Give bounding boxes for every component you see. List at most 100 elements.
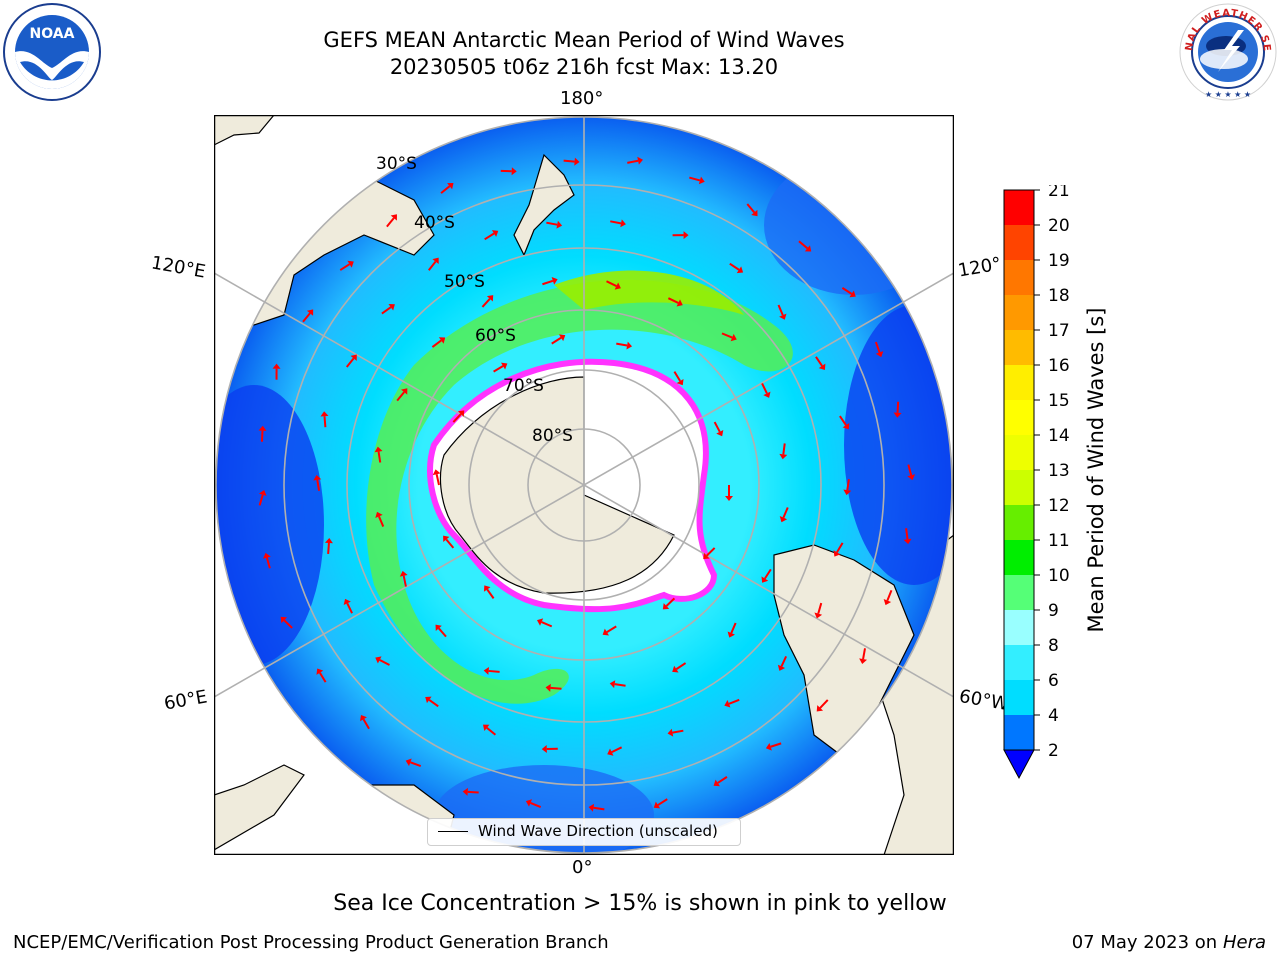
wind-wave-arrowhead <box>263 552 271 559</box>
colorbar-tick-label: 16 <box>1048 356 1070 376</box>
colorbar-under-arrow <box>1003 749 1035 780</box>
wind-wave-arrowhead <box>833 550 841 557</box>
wind-wave-arrowhead <box>388 303 395 311</box>
wind-wave-arrowhead <box>324 538 333 544</box>
colorbar-tick-label: 14 <box>1048 426 1070 446</box>
lon-label-120e: 120°E <box>149 252 208 283</box>
wind-wave-arrowhead <box>443 535 450 543</box>
wind-wave-arrowhead <box>272 363 281 369</box>
wind-wave-arrow <box>672 729 684 734</box>
wind-wave-arrowhead <box>545 683 551 692</box>
wind-wave-arrow <box>614 683 626 687</box>
colorbar-bin <box>1004 610 1034 645</box>
wind-wave-arrow <box>675 662 687 670</box>
wind-wave-arrowhead <box>614 282 621 290</box>
colorbar-bin <box>1004 715 1034 750</box>
wind-wave-arrow <box>761 383 768 394</box>
wind-wave-arrow <box>481 298 491 308</box>
noaa-logo: NOAA <box>2 2 102 102</box>
wind-wave-arrowhead <box>724 700 731 708</box>
wind-wave-arrowhead <box>482 724 490 731</box>
colorbar-svg: 2 4 6 8 9 10 11 12 13 14 15 16 17 18 19 20 21 <box>1003 181 1070 780</box>
wind-wave-arrowhead <box>574 157 580 166</box>
lat-label-40s: 40°S <box>414 213 455 233</box>
land-new-zealand <box>513 153 575 257</box>
wind-wave-arrowhead <box>893 412 902 418</box>
wind-wave-arrowhead <box>435 624 442 631</box>
wind-wave-arrow <box>593 806 605 811</box>
wind-wave-arrow <box>379 659 390 666</box>
colorbar-bin <box>1004 295 1034 330</box>
wind-wave-arrow <box>546 221 558 226</box>
wind-wave-arrow <box>402 575 407 587</box>
wind-wave-arrowhead <box>816 705 824 712</box>
wind-wave-arrow <box>445 538 455 549</box>
wind-wave-arrow <box>616 342 628 347</box>
wind-wave-arrowhead <box>843 489 852 496</box>
wind-wave-arrow <box>486 727 497 736</box>
wind-wave-arrowhead <box>703 552 710 560</box>
wind-wave-arrowhead <box>676 378 684 386</box>
wind-wave-arrow <box>729 262 740 271</box>
wind-wave-arrow <box>896 401 900 413</box>
colorbar-tick-label: 12 <box>1048 496 1070 516</box>
wind-wave-arrowhead <box>779 516 788 523</box>
wind-wave-arrow <box>907 464 913 476</box>
wind-wave-arrow <box>905 528 909 540</box>
wind-wave-arrow <box>665 597 676 607</box>
footer-date: 07 May 2023 on <box>1071 932 1218 953</box>
wind-wave-arrow <box>606 625 617 633</box>
wind-wave-arrowhead <box>609 680 616 689</box>
colorbar-bin <box>1004 505 1034 540</box>
footer-date-host: 07 May 2023 on Hera <box>1072 932 1266 953</box>
wind-wave-arrowhead <box>313 474 322 481</box>
lon-label-120w: 120° <box>956 253 1003 282</box>
wind-wave-arrow <box>886 589 893 601</box>
wind-wave-arrow <box>606 280 617 287</box>
wind-wave-arrow <box>431 339 442 348</box>
wind-wave-arrowhead <box>536 618 544 626</box>
legend-line-icon <box>438 831 468 832</box>
wind-wave-arrow <box>817 602 823 614</box>
wind-wave-arrow <box>467 790 479 794</box>
wind-wave-arrow <box>689 176 701 182</box>
colorbar-tick-label: 18 <box>1048 286 1070 306</box>
wind-wave-arrow <box>627 159 639 164</box>
wind-wave-arrowhead <box>727 631 735 638</box>
wind-wave-arrowhead <box>725 496 733 501</box>
colorbar-bin <box>1004 680 1034 715</box>
colorbar-tick-label: 6 <box>1048 671 1059 691</box>
lat-label-80s: 80°S <box>532 426 573 446</box>
wind-wave-arrow <box>728 698 740 705</box>
wind-wave-arrow <box>486 588 495 599</box>
wind-wave-arrow <box>452 413 462 423</box>
colorbar-tick-label: 2 <box>1048 741 1059 761</box>
wind-wave-arrow <box>260 430 264 442</box>
wind-wave-arrowhead <box>849 290 856 298</box>
wind-wave-arrowhead <box>779 313 787 320</box>
wind-wave-arrow <box>782 507 789 519</box>
wind-wave-arrow <box>345 357 355 368</box>
wind-wave-arrow <box>327 542 330 555</box>
wind-wave-arrow <box>551 336 562 345</box>
map-legend: Wind Wave Direction (unscaled) <box>427 818 741 846</box>
wind-wave-arrowhead <box>360 714 367 722</box>
wind-wave-arrow <box>339 263 351 271</box>
colorbar-tick-label: 9 <box>1048 601 1059 621</box>
map-subtitle: 20230505 t06z 216h fcst Max: 13.20 <box>389 55 779 79</box>
wind-wave-arrowhead <box>447 183 454 190</box>
wind-wave-arrow <box>667 297 679 304</box>
nws-logo: NATIONAL WEATHER SERVICE ★ ★ ★ ★ ★ <box>1173 0 1278 102</box>
wind-wave-arrowhead <box>626 341 633 350</box>
wind-wave-arrow <box>782 443 786 455</box>
wind-wave-arrow <box>815 356 823 367</box>
colorbar-bin <box>1004 470 1034 505</box>
lat-label-30s: 30°S <box>376 154 417 174</box>
wind-wave-arrow <box>550 686 562 690</box>
wind-wave-arrowhead <box>462 787 468 796</box>
wind-wave-arrowhead <box>713 779 720 787</box>
wind-wave-arrow <box>713 421 721 433</box>
colorbar: 2 4 6 8 9 10 11 12 13 14 15 16 17 18 19 20 21 <box>1000 181 1120 785</box>
colorbar-bin <box>1004 575 1034 610</box>
wind-wave-arrowhead <box>374 446 383 453</box>
